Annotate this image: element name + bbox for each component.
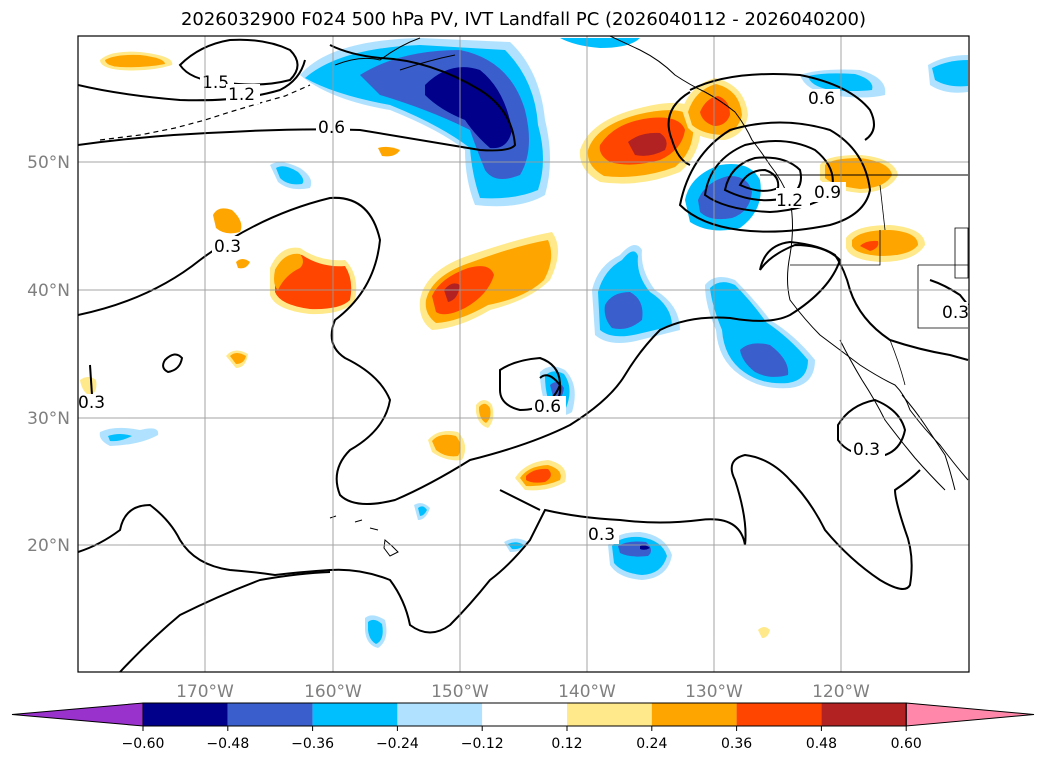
positive-anomaly-nevada: [846, 225, 925, 262]
colorbar-border: [142, 702, 907, 727]
colorbar-tick-label: 0.36: [721, 736, 752, 752]
contour-label-2: 1.2: [228, 85, 255, 105]
lat-tick-labels: 50°N 40°N 30°N 20°N: [27, 153, 70, 556]
lat-label-20n: 20°N: [27, 536, 70, 556]
colorbar-segment: [397, 703, 483, 726]
colorbar-segment: [143, 703, 228, 726]
contour-label-1: 1.5: [202, 73, 229, 93]
colorbar: −0.60 −0.48 −0.36 −0.24 −0.12 0.12 0.24 0.36 0.4…: [11, 702, 1035, 752]
colorbar-tick-label: 0.24: [636, 736, 667, 752]
lon-label-150w: 150°W: [431, 682, 489, 702]
positive-anomaly-pacific-nw: [579, 102, 701, 184]
colorbar-tick-label: −0.12: [461, 736, 504, 752]
north-america-coast: [609, 36, 969, 481]
aleutian-islands: [99, 84, 311, 141]
positive-anomaly-west-central: [270, 247, 357, 315]
contour-label-11: 1.2: [776, 191, 803, 211]
lon-label-140w: 140°W: [558, 682, 616, 702]
lon-label-170w: 170°W: [176, 682, 234, 702]
colorbar-segment: [736, 703, 822, 726]
lon-label-160w: 160°W: [304, 682, 362, 702]
colorbar-segment: [312, 703, 398, 726]
positive-anomaly-bc-coast: [682, 78, 748, 140]
lat-label-50n: 50°N: [27, 153, 70, 173]
colorbar-tick-label: 0.12: [551, 736, 582, 752]
lat-label-40n: 40°N: [27, 281, 70, 301]
colorbar-extend-min: [11, 702, 144, 727]
colorbar-segment: [651, 703, 737, 726]
negative-anomaly-california-offshore: [705, 276, 815, 389]
map-border: [77, 35, 970, 673]
lon-tick-labels: 170°W 160°W 150°W 140°W 130°W 120°W: [176, 682, 870, 702]
alaska-coast: [334, 37, 456, 71]
negative-anomaly-subtropical-east: [592, 245, 680, 344]
contour-labels: 1.5 1.2 0.6 0.3 0.3 0.6 0.3 0.3 0.6 0.9 …: [78, 72, 969, 545]
contour-label-6: 0.6: [534, 397, 561, 417]
colorbar-tick-label: 0.48: [806, 736, 837, 752]
colorbar-extend-max: [905, 702, 1035, 727]
colorbar-segment: [821, 703, 907, 726]
contour-label-5: 0.3: [78, 393, 105, 413]
contour-label-8: 0.3: [853, 440, 880, 460]
lon-label-120w: 120°W: [812, 682, 870, 702]
lat-label-30n: 30°N: [27, 409, 70, 429]
lon-label-130w: 130°W: [685, 682, 743, 702]
negative-anomaly-gulf-alaska: [300, 38, 550, 207]
colorbar-tick-label: −0.36: [291, 736, 334, 752]
map-title: 2026032900 F024 500 hPa PV, IVT Landfall…: [180, 9, 867, 30]
baja-california: [839, 339, 946, 491]
contour-label-12: 0.3: [942, 303, 969, 323]
contour-label-4: 0.3: [214, 237, 241, 257]
colorbar-segment: [227, 703, 313, 726]
contour-label-9: 0.6: [808, 89, 835, 109]
contour-label-7: 0.3: [588, 525, 615, 545]
colorbar-tick-label: 0.60: [891, 736, 922, 752]
contour-label-3: 0.6: [318, 118, 345, 138]
colorbar-tick-label: −0.60: [122, 736, 165, 752]
colorbar-segment: [567, 703, 652, 726]
colorbar-tick-label: −0.48: [206, 736, 249, 752]
colorbar-segment: [482, 703, 567, 726]
colorbar-tick-label: −0.24: [376, 736, 419, 752]
gridlines: [78, 36, 969, 672]
contour-label-10: 0.9: [814, 183, 841, 203]
